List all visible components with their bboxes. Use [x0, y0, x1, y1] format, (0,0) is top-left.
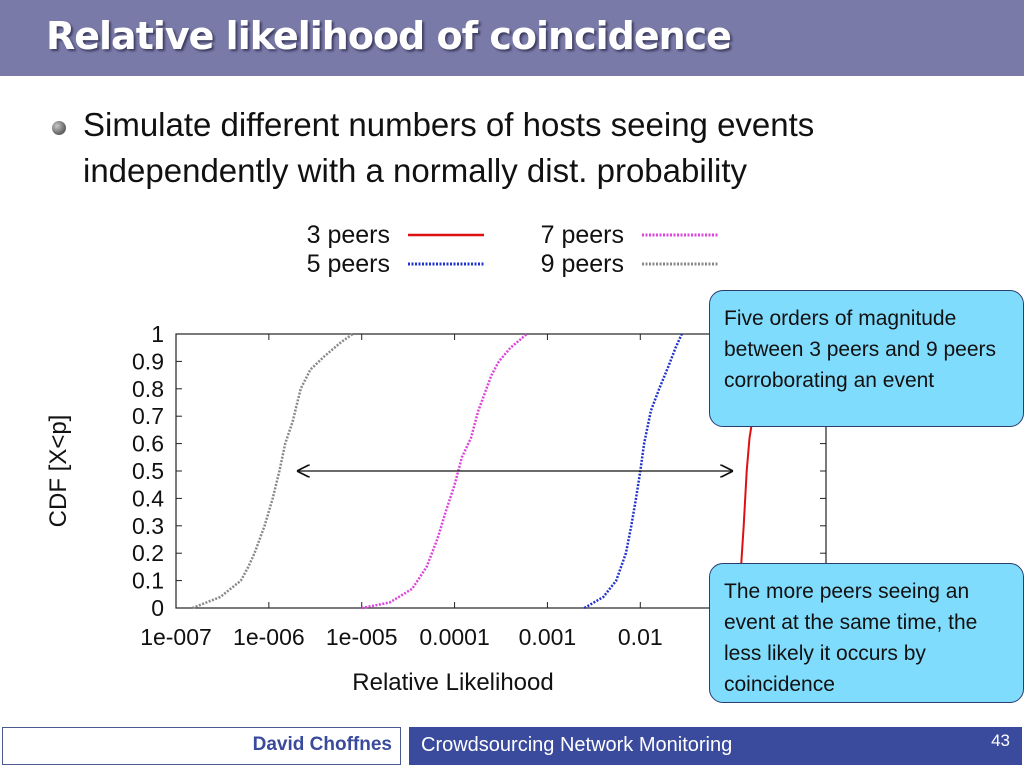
y-axis-title: CDF [X<p]: [45, 415, 72, 528]
x-tick-label: 0.01: [618, 624, 663, 650]
y-tick-label: 1: [151, 321, 164, 347]
x-axis-title: Relative Likelihood: [352, 669, 553, 696]
x-tick-label: 0.0001: [419, 624, 489, 650]
footer-course-bar: Crowdsourcing Network Monitoring 43: [409, 727, 1022, 765]
legend-label: 5 peers: [307, 250, 390, 278]
cdf-chart: 00.10.20.30.40.50.60.70.80.91 1e-007 1e-00…: [45, 221, 827, 696]
y-tick-label: 0.5: [132, 458, 164, 484]
page-number: 43: [991, 731, 1010, 750]
legend-label: 3 peers: [307, 221, 390, 249]
x-tick-label: 1e-006: [233, 624, 305, 650]
footer-course-title: Crowdsourcing Network Monitoring: [421, 734, 733, 756]
y-tick-label: 0.1: [132, 568, 164, 594]
bullet-text-line-2: independently with a normally dist. prob…: [83, 152, 748, 189]
x-tick-label: 1e-005: [326, 624, 398, 650]
bullet-text-line-1: Simulate different numbers of hosts seei…: [83, 106, 815, 143]
bullet-icon: [52, 121, 66, 135]
y-tick-label: 0.2: [132, 540, 164, 566]
y-tick-label: 0.8: [132, 376, 164, 402]
legend-label: 9 peers: [541, 250, 624, 278]
x-tick-label: 1e-007: [140, 624, 212, 650]
y-tick-label: 0.9: [132, 348, 164, 374]
footer-author-box: David Choffnes: [2, 727, 401, 765]
y-tick-label: 0: [151, 595, 164, 621]
slide-title: Relative likelihood of coincidence: [46, 14, 732, 58]
callout-orders-of-magnitude: Five orders of magnitude between 3 peers…: [709, 290, 1024, 427]
callout-more-peers: The more peers seeing an event at the sa…: [709, 563, 1024, 703]
y-tick-label: 0.7: [132, 403, 164, 429]
title-bar: Relative likelihood of coincidence: [0, 0, 1024, 76]
legend-label: 7 peers: [541, 221, 624, 249]
y-tick-label: 0.4: [132, 485, 164, 511]
y-tick-label: 0.3: [132, 513, 164, 539]
series-line-9-peers: [191, 332, 354, 610]
footer-author: David Choffnes: [252, 734, 392, 755]
x-tick-label: 0.001: [519, 624, 577, 650]
y-tick-label: 0.6: [132, 431, 164, 457]
